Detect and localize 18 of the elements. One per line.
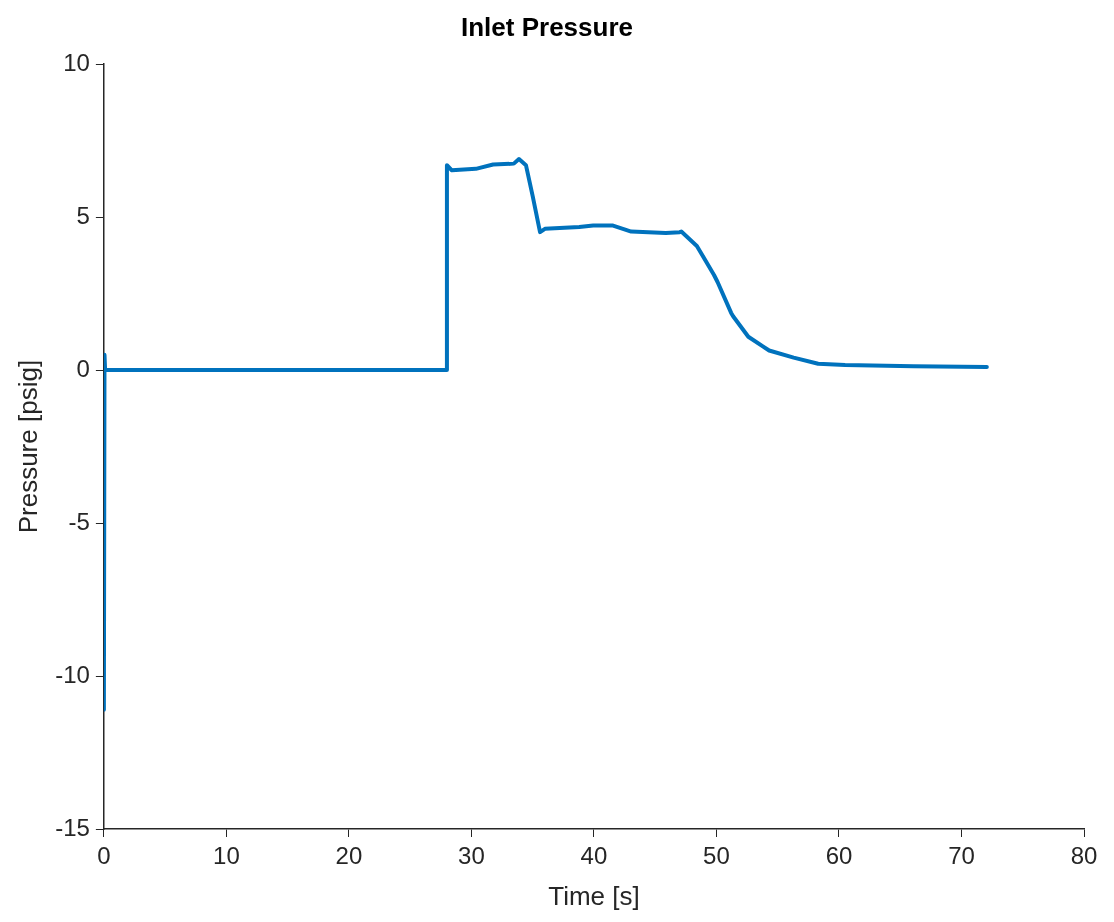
y-axis-title: Pressure [psig]	[12, 359, 43, 534]
y-tick-label: -5	[68, 507, 90, 535]
x-tick-label: 40	[580, 842, 608, 870]
x-tick-label: 10	[213, 842, 240, 870]
chart-title: Inlet Pressure	[461, 11, 633, 42]
x-tick-label: 20	[335, 842, 363, 870]
y-tick-label: 0	[76, 354, 90, 382]
y-tick-label: -15	[55, 813, 90, 841]
y-tick-label: -10	[55, 660, 90, 688]
x-axis-title: Time [s]	[548, 880, 640, 911]
x-tick-label: 30	[458, 842, 485, 870]
y-tick-label: 10	[63, 48, 90, 76]
x-tick-label: 50	[703, 842, 730, 870]
y-tick-label: 5	[76, 201, 90, 229]
x-tick-label: 70	[948, 842, 975, 870]
x-tick-label: 80	[1070, 842, 1098, 870]
x-tick-label: 0	[97, 842, 111, 870]
x-tick-label: 60	[825, 842, 853, 870]
